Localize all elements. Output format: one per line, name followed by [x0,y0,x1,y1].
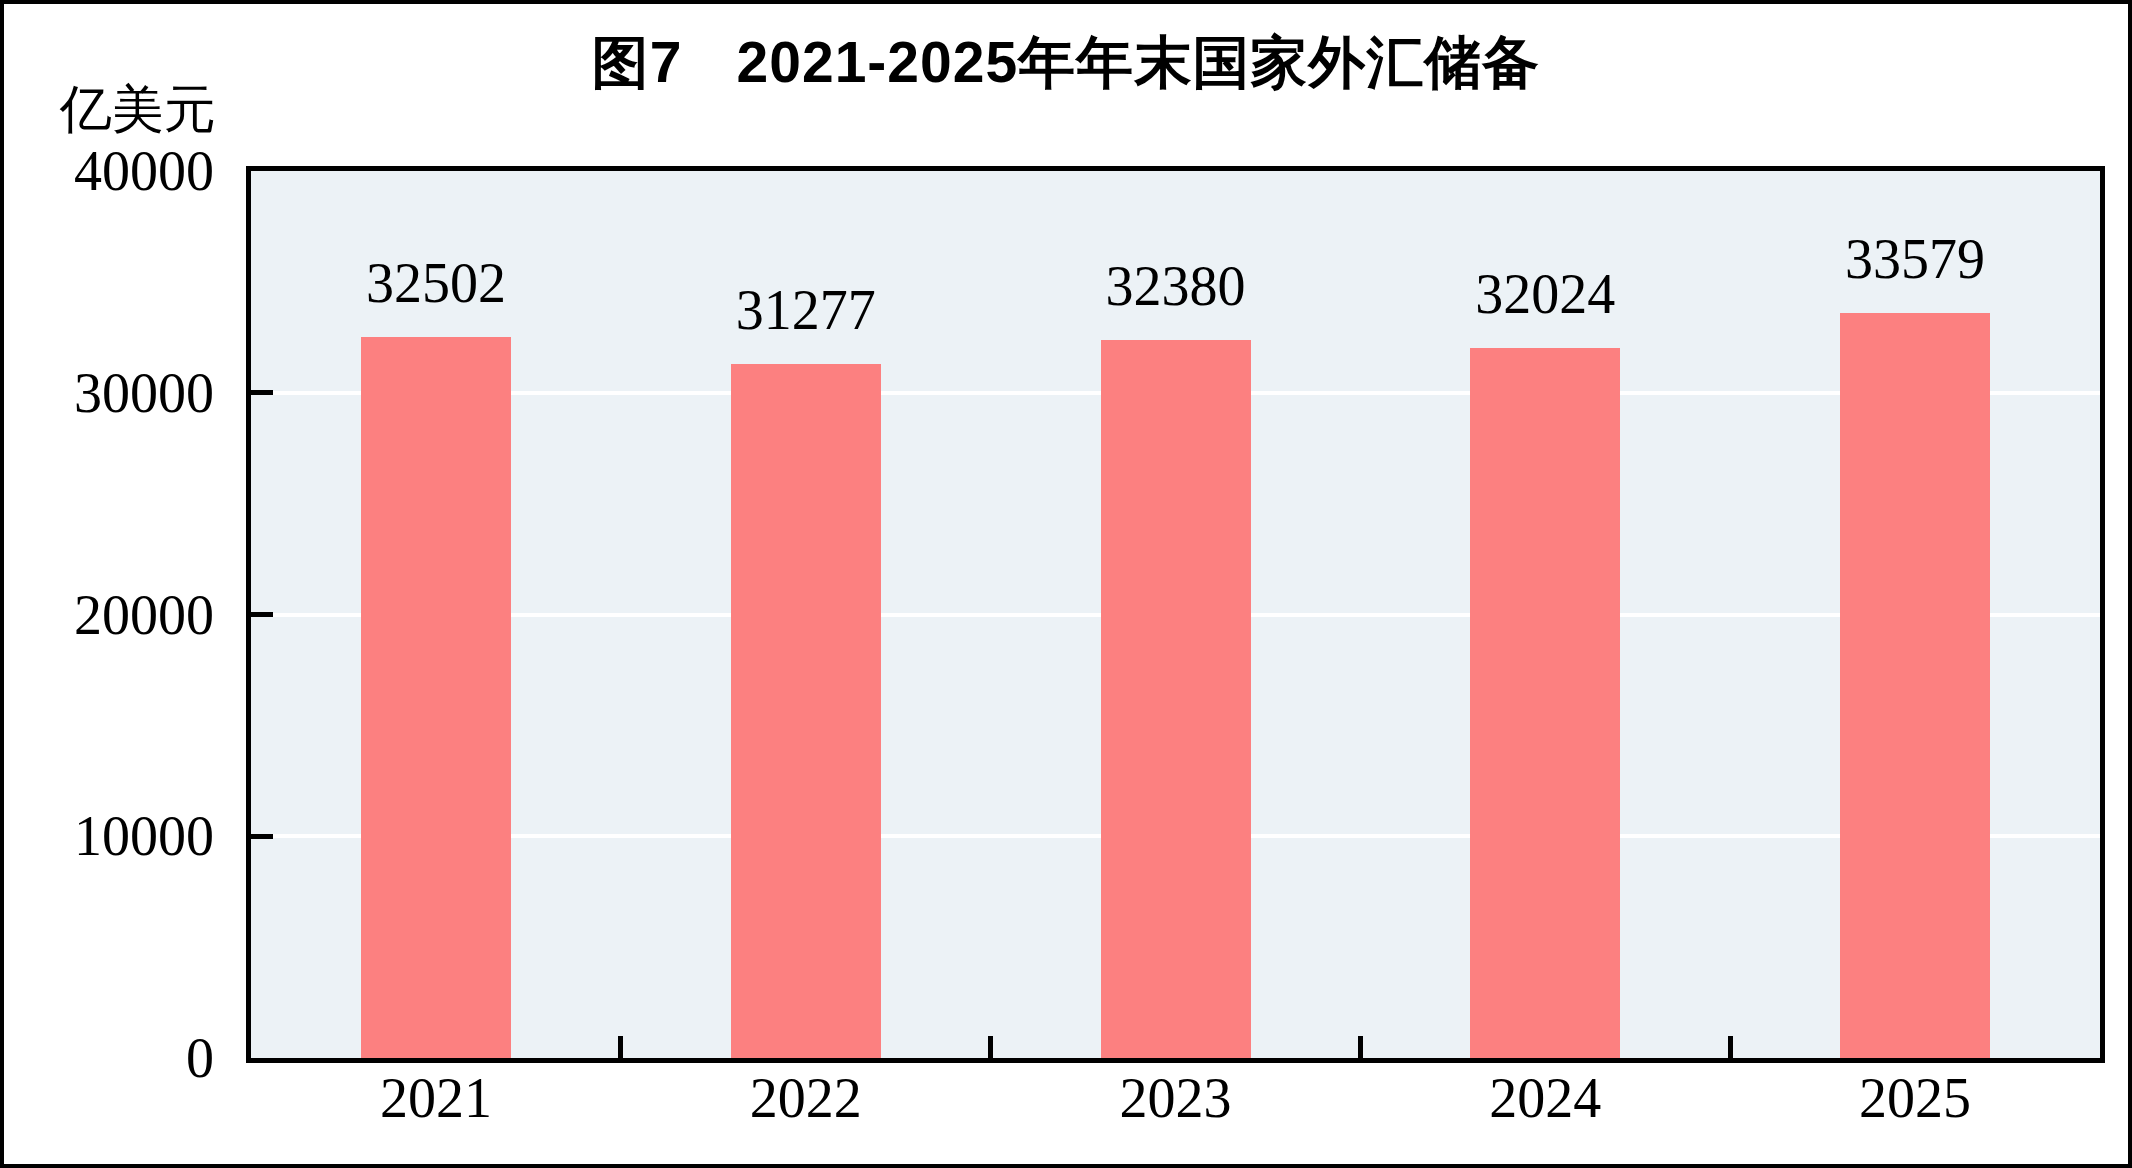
y-tick-label: 10000 [4,808,214,864]
x-axis-tick [1358,1036,1363,1058]
figure-canvas: 图72021-2025年年末国家外汇储备 亿美元 010000200003000… [0,0,2132,1168]
x-category-label: 2021 [286,1070,586,1126]
bar-2022 [731,364,881,1058]
x-axis-tick [618,1036,623,1058]
y-axis-tick-labels: 0 10000 20000 30000 40000 [4,4,214,1164]
x-axis-tick [1728,1036,1733,1058]
y-axis-tick [251,390,273,395]
bar-2025 [1840,313,1990,1058]
y-tick-label: 40000 [4,143,214,199]
figure-number: 图7 [592,30,683,94]
bar-value-label: 32502 [256,255,616,311]
bar-value-label: 32024 [1365,266,1725,322]
bar-value-label: 31277 [626,282,986,338]
x-axis-tick [988,1036,993,1058]
chart-title-text: 2021-2025年年末国家外汇储备 [737,30,1541,94]
y-axis-tick [251,834,273,839]
x-category-label: 2025 [1765,1070,2065,1126]
y-tick-label: 30000 [4,365,214,421]
bar-value-label: 32380 [996,258,1356,314]
x-category-label: 2024 [1395,1070,1695,1126]
y-axis-tick [251,612,273,617]
plot-area: 3250231277323803202433579 [246,166,2105,1063]
x-category-label: 2023 [1026,1070,1326,1126]
chart-title: 图7 2021-2025年年末国家外汇储备 [4,30,2128,94]
x-category-label: 2022 [656,1070,956,1126]
y-tick-label: 0 [4,1030,214,1086]
bar-2024 [1470,348,1620,1058]
bar-2023 [1101,340,1251,1058]
x-axis-labels: 2021 2022 2023 2024 2025 [246,1070,2105,1140]
y-tick-label: 20000 [4,587,214,643]
bar-value-label: 33579 [1735,231,2095,287]
bar-2021 [361,337,511,1058]
